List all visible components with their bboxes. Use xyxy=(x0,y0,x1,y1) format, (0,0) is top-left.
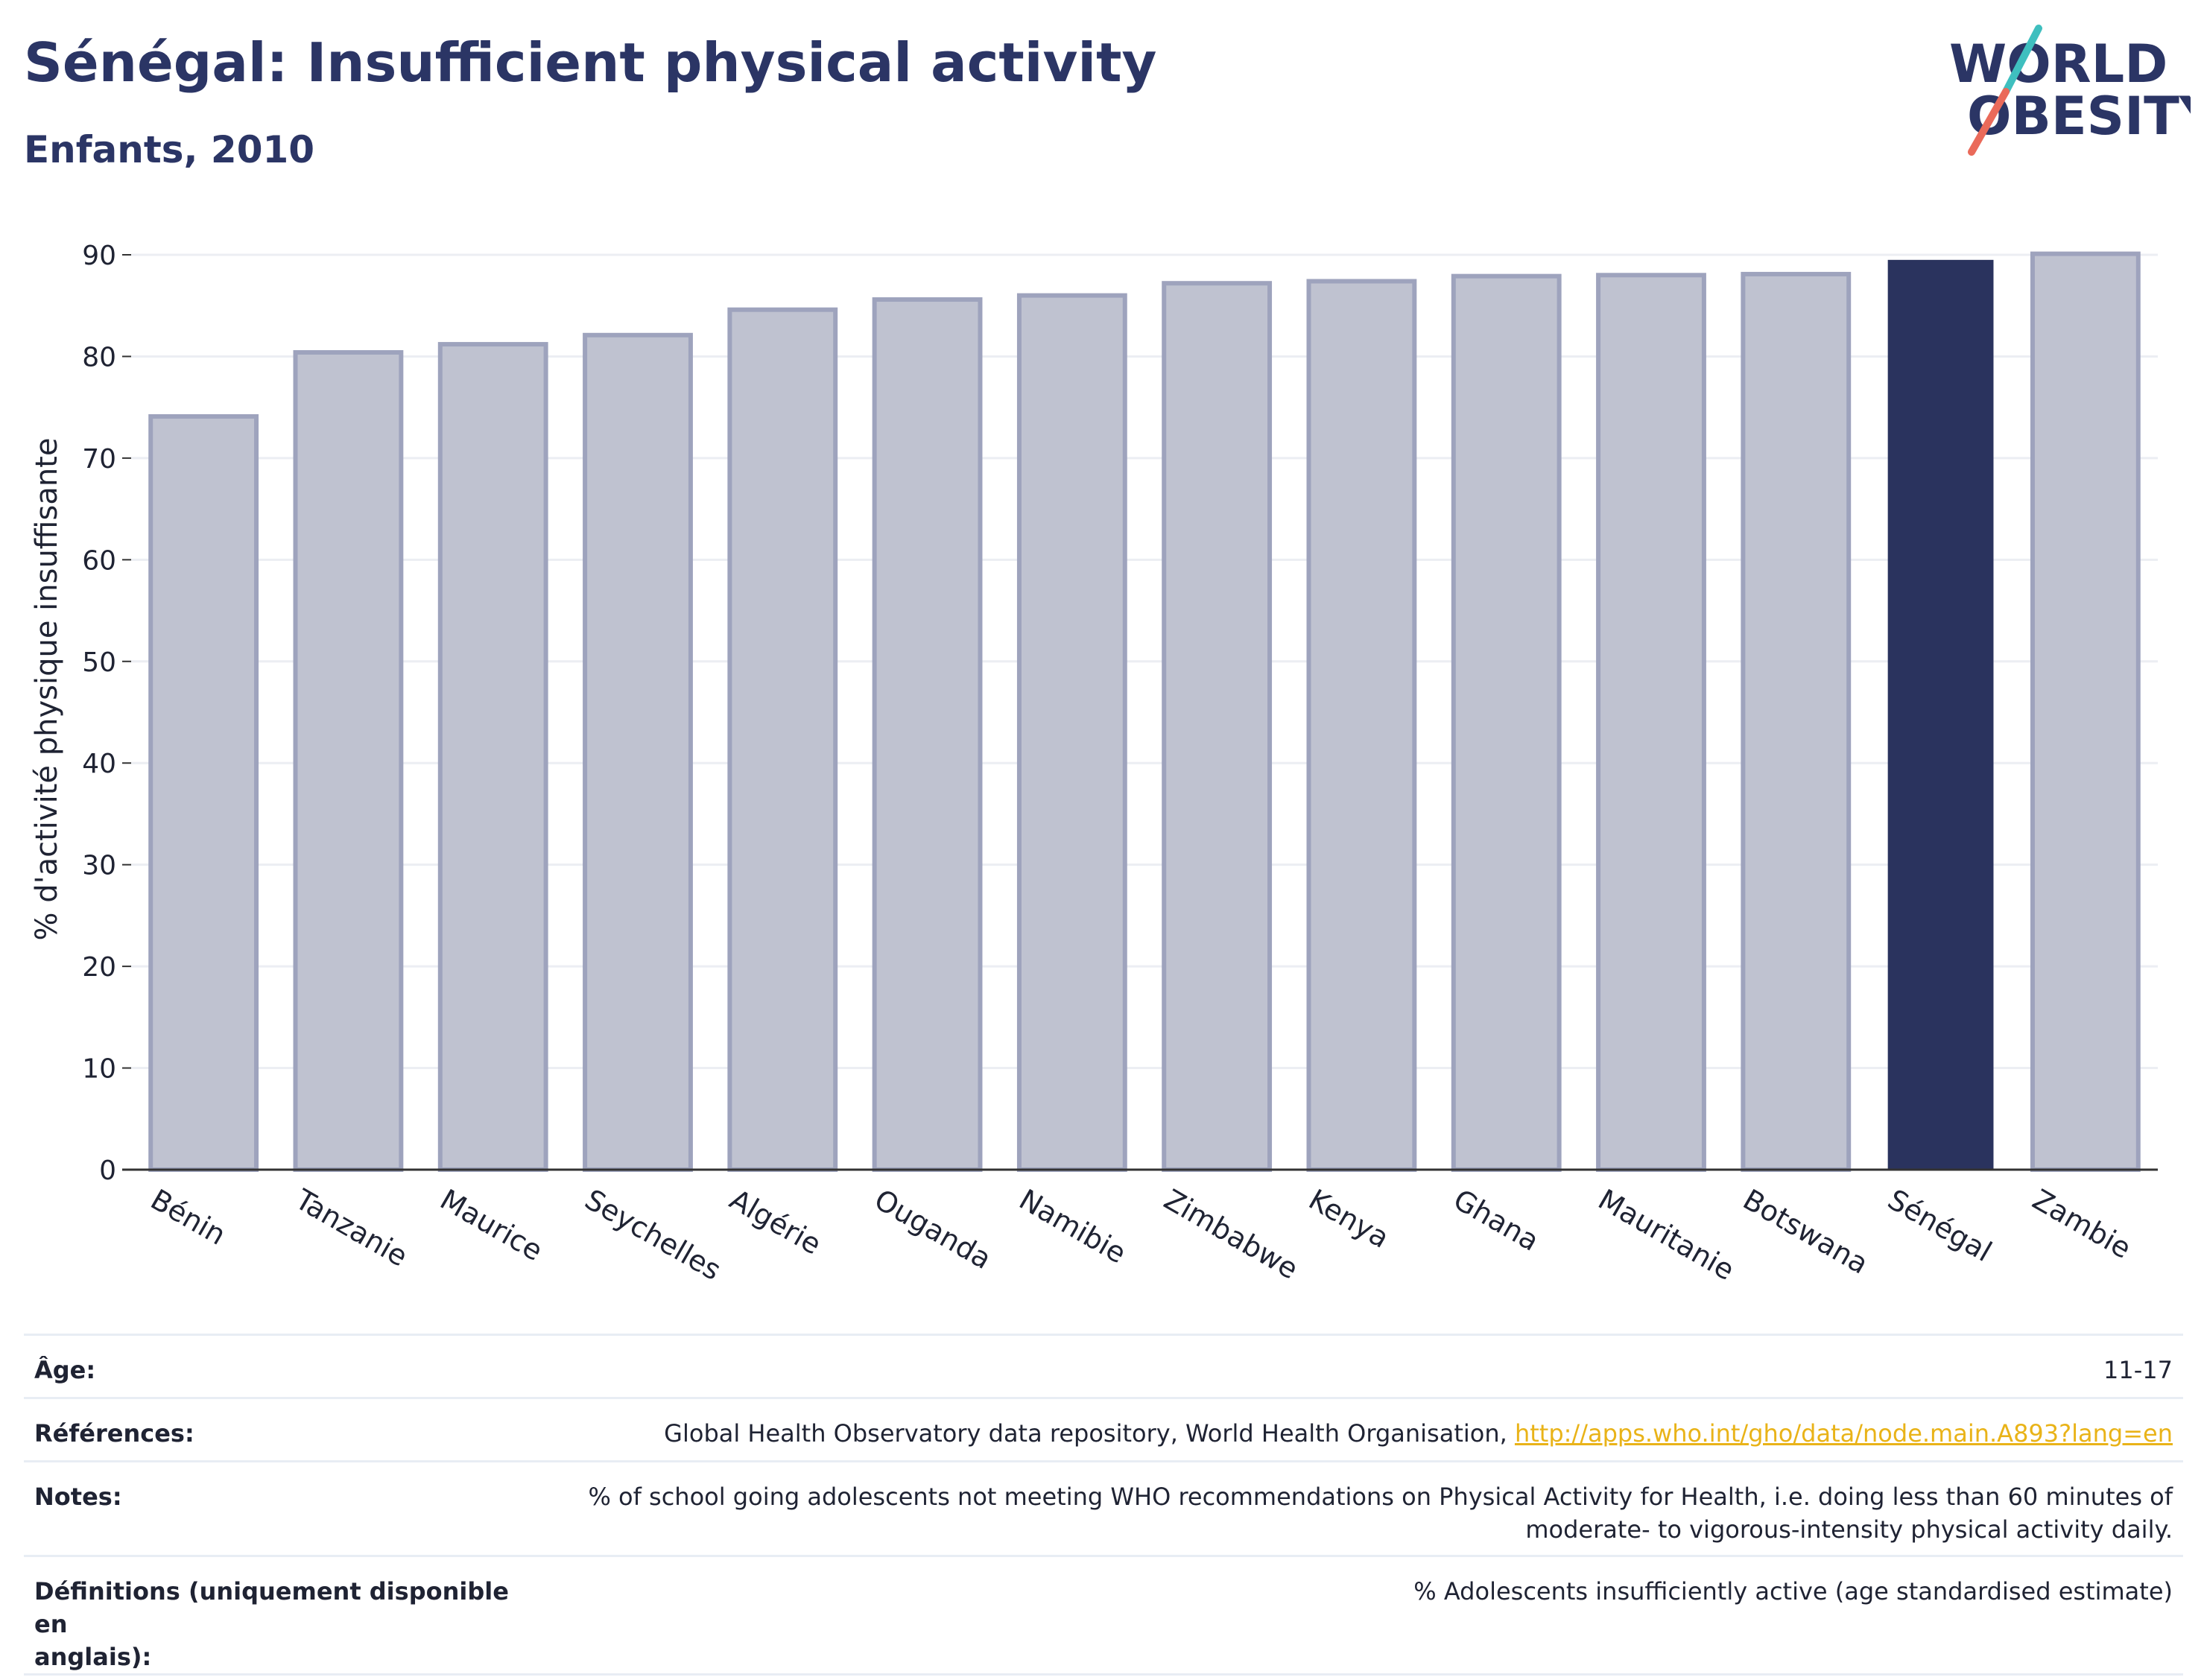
bar-Ouganda xyxy=(872,297,983,1173)
grid-lines xyxy=(131,253,2158,1070)
bar-Kenya xyxy=(1306,279,1417,1172)
notes-line1: % of school going adolescents not meetin… xyxy=(588,1483,2173,1511)
y-tick-label-8: 80 xyxy=(82,342,116,373)
y-tick-label-1: 10 xyxy=(82,1054,116,1085)
x-tick-label-Mauritanie: Mauritanie xyxy=(1593,1183,1740,1287)
bar-Maurice xyxy=(437,342,548,1172)
y-axis-ticks: 0 10 20 30 40 50 60 70 80 90 xyxy=(82,241,131,1186)
age-label: Âge: xyxy=(24,1334,536,1398)
x-tick-label-Namibie: Namibie xyxy=(1014,1183,1132,1270)
notes-value: % of school going adolescents not meetin… xyxy=(536,1460,2183,1556)
y-tick-label-6: 60 xyxy=(82,545,116,576)
bar-Tanzanie xyxy=(293,349,404,1172)
bars xyxy=(148,251,2141,1173)
x-tick-label-Botswana: Botswana xyxy=(1738,1183,1874,1281)
x-tick-label-Kenya: Kenya xyxy=(1303,1183,1395,1255)
bar-Algérie xyxy=(727,307,838,1172)
bar-Botswana xyxy=(1741,271,1852,1173)
x-tick-label-Maurice: Maurice xyxy=(434,1183,548,1267)
meta-row-age: Âge: 11-17 xyxy=(24,1334,2183,1398)
x-tick-label-Sénégal: Sénégal xyxy=(1882,1183,1997,1269)
y-tick-label-9: 90 xyxy=(82,241,116,271)
bar-Ghana xyxy=(1451,273,1562,1173)
meta-row-notes: Notes: % of school going adolescents not… xyxy=(24,1460,2183,1556)
age-value: 11-17 xyxy=(536,1334,2183,1398)
meta-row-definitions: Définitions (uniquement disponible en ang… xyxy=(24,1555,2183,1676)
references-value: Global Health Observatory data repositor… xyxy=(536,1397,2183,1462)
x-tick-label-Zimbabwe: Zimbabwe xyxy=(1159,1183,1304,1286)
bar-Zambie xyxy=(2030,251,2141,1173)
x-tick-label-Ouganda: Ouganda xyxy=(869,1183,997,1276)
bar-Bénin xyxy=(148,413,259,1172)
y-tick-label-0: 0 xyxy=(99,1156,116,1186)
bar-Namibie xyxy=(1016,293,1127,1173)
y-tick-label-2: 20 xyxy=(82,952,116,983)
meta-row-references: Références: Global Health Observatory da… xyxy=(24,1397,2183,1462)
definitions-value: % Adolescents insufficiently active (age… xyxy=(536,1555,2183,1676)
references-label: Références: xyxy=(24,1397,536,1462)
bar-Zimbabwe xyxy=(1162,281,1273,1172)
chart-title: Sénégal: Insufficient physical activity xyxy=(24,31,1157,94)
y-axis-label: % d'activité physique insuffisante xyxy=(30,438,64,941)
chart-subtitle: Enfants, 2010 xyxy=(24,128,315,171)
references-link[interactable]: http://apps.who.int/gho/data/node.main.A… xyxy=(1514,1419,2173,1448)
logo-slash-top xyxy=(2002,25,2042,95)
bar-Seychelles xyxy=(583,332,693,1172)
bar-Sénégal xyxy=(1887,259,1994,1170)
logo-line1: WORLD xyxy=(1949,34,2167,95)
x-tick-label-Algérie: Algérie xyxy=(724,1183,827,1261)
definitions-label: Définitions (uniquement disponible en ang… xyxy=(24,1555,536,1676)
x-tick-label-Seychelles: Seychelles xyxy=(580,1183,726,1287)
y-tick-label-4: 40 xyxy=(82,749,116,779)
bar-Mauritanie xyxy=(1596,273,1706,1172)
x-tick-label-Zambie: Zambie xyxy=(2027,1183,2137,1265)
bar-chart: 0 10 20 30 40 50 60 70 80 90 Bénin Tanzanie Maurice… xyxy=(30,241,2158,1287)
y-tick-label-3: 30 xyxy=(82,851,116,881)
world-obesity-logo: WORLD OBESITY xyxy=(1949,25,2191,156)
y-tick-label-7: 70 xyxy=(82,444,116,475)
logo-slash-bottom xyxy=(1968,88,2010,156)
notes-line2: moderate- to vigorous-intensity physical… xyxy=(1525,1515,2173,1544)
x-tick-label-Tanzanie: Tanzanie xyxy=(289,1182,413,1272)
metadata-table: Âge: 11-17 Références: Global Health Obs… xyxy=(24,1334,2183,1676)
x-tick-label-Ghana: Ghana xyxy=(1448,1183,1545,1258)
x-tick-label-Bénin: Bénin xyxy=(145,1183,232,1252)
references-text: Global Health Observatory data repositor… xyxy=(664,1419,1515,1448)
definitions-label-line2: anglais): xyxy=(34,1643,152,1671)
notes-label: Notes: xyxy=(24,1460,536,1556)
y-tick-label-5: 50 xyxy=(82,647,116,678)
definitions-label-line1: Définitions (uniquement disponible en xyxy=(34,1577,509,1638)
